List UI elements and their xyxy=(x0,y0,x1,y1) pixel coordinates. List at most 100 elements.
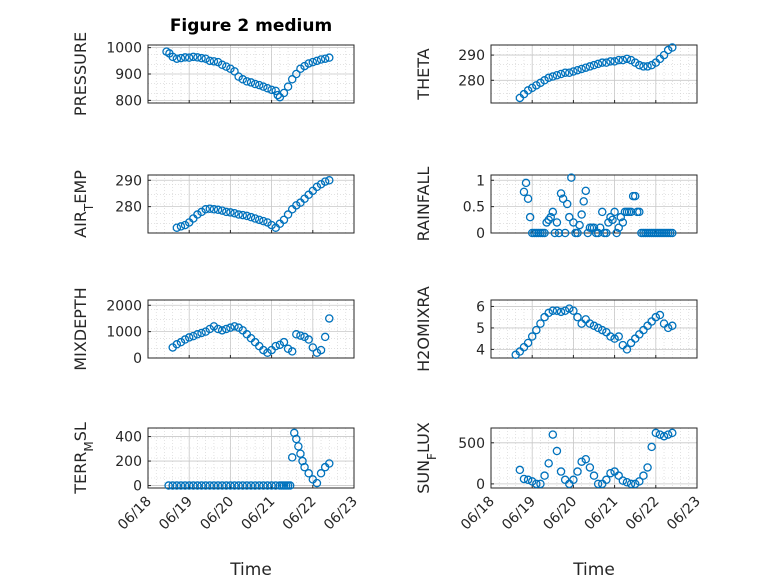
data-point xyxy=(560,228,570,238)
data-point xyxy=(532,81,541,90)
data-point xyxy=(651,428,661,438)
axes-box xyxy=(147,427,355,489)
data-point xyxy=(647,60,656,70)
data-point xyxy=(585,319,595,328)
data-point xyxy=(608,215,617,225)
data-point xyxy=(527,332,537,341)
data-point xyxy=(246,481,256,490)
data-point xyxy=(552,218,562,227)
data-point xyxy=(635,207,644,217)
data-point xyxy=(616,212,626,222)
data-point xyxy=(618,218,628,227)
data-point xyxy=(304,335,313,344)
y-axis-label: PRESSURE xyxy=(71,32,90,116)
data-point xyxy=(550,228,560,238)
y-tick-label: 290 xyxy=(115,173,142,189)
data-point xyxy=(226,323,235,332)
data-point xyxy=(635,60,644,70)
data-point xyxy=(176,53,186,63)
data-point xyxy=(626,207,636,217)
data-point xyxy=(630,479,640,489)
data-point xyxy=(585,62,595,71)
data-point xyxy=(610,207,619,217)
data-point xyxy=(536,319,545,328)
data-point xyxy=(668,43,677,52)
subplot-1: 800 900 1000 PRESSURE xyxy=(71,32,355,116)
data-point xyxy=(548,72,558,81)
data-point xyxy=(519,474,529,484)
data-point xyxy=(316,469,326,478)
data-point xyxy=(556,467,566,476)
data-point xyxy=(579,197,588,206)
data-point xyxy=(267,481,276,490)
data-point xyxy=(610,57,619,66)
y-axis-label: RAINFALL xyxy=(414,167,433,242)
data-point xyxy=(238,75,248,84)
data-point xyxy=(647,442,656,452)
data-point xyxy=(575,220,584,230)
data-point xyxy=(560,306,570,315)
data-point xyxy=(542,218,551,227)
y-axis-label: THETA xyxy=(414,48,433,100)
data-point xyxy=(312,56,322,66)
data-point xyxy=(593,323,603,333)
data-point xyxy=(217,326,227,335)
data-point xyxy=(197,53,206,63)
subplot-5: 0 1000 2000 MIXDEPTH xyxy=(71,287,355,371)
y-axis-label: H2OMIXRA xyxy=(414,286,433,372)
data-point xyxy=(614,332,623,341)
data-point xyxy=(292,69,301,79)
data-point xyxy=(197,328,206,338)
data-point xyxy=(201,481,210,490)
data-point xyxy=(205,204,215,213)
y-tick-label: 280 xyxy=(115,200,142,216)
data-point xyxy=(556,307,566,317)
data-point xyxy=(597,207,607,217)
data-point xyxy=(287,347,297,356)
data-point xyxy=(325,459,334,468)
data-point xyxy=(622,345,632,354)
data-point xyxy=(209,205,219,214)
x-tick-label: 06/18 xyxy=(115,494,155,534)
data-point xyxy=(217,206,227,215)
data-point xyxy=(279,88,289,98)
data-point xyxy=(263,83,272,93)
x-tick-label: 06/19 xyxy=(156,494,196,534)
data-point xyxy=(546,212,555,222)
data-point xyxy=(271,481,280,490)
y-axis-label: AIRTEMP xyxy=(71,170,96,238)
data-point xyxy=(205,56,215,66)
data-point xyxy=(209,57,219,66)
data-point xyxy=(606,212,615,222)
data-point xyxy=(320,54,330,63)
data-point xyxy=(635,477,644,486)
x-axis-label-right: Time xyxy=(572,560,615,580)
data-point xyxy=(325,176,334,185)
y-tick-label: 1000 xyxy=(106,41,142,57)
data-point xyxy=(180,481,190,490)
y-tick-label: 400 xyxy=(115,430,142,446)
data-point xyxy=(583,228,593,238)
data-point xyxy=(226,208,235,217)
data-point xyxy=(312,478,322,488)
data-point xyxy=(325,53,334,62)
data-point xyxy=(279,337,289,347)
data-point xyxy=(254,215,264,225)
data-point xyxy=(296,449,305,458)
data-point xyxy=(527,477,537,486)
data-point xyxy=(544,459,553,468)
y-tick-label: 2000 xyxy=(106,298,142,314)
data-point xyxy=(292,434,301,444)
data-point xyxy=(643,62,652,71)
data-point xyxy=(548,207,558,217)
data-point xyxy=(267,85,276,95)
data-point xyxy=(189,481,198,490)
data-point xyxy=(573,467,582,476)
data-point xyxy=(639,62,648,71)
data-point xyxy=(552,446,562,456)
data-point xyxy=(565,304,574,313)
subplot-3: 280 290 AIRTEMP xyxy=(71,170,355,238)
data-point xyxy=(655,310,665,320)
data-point xyxy=(626,479,636,489)
data-point xyxy=(622,54,632,64)
